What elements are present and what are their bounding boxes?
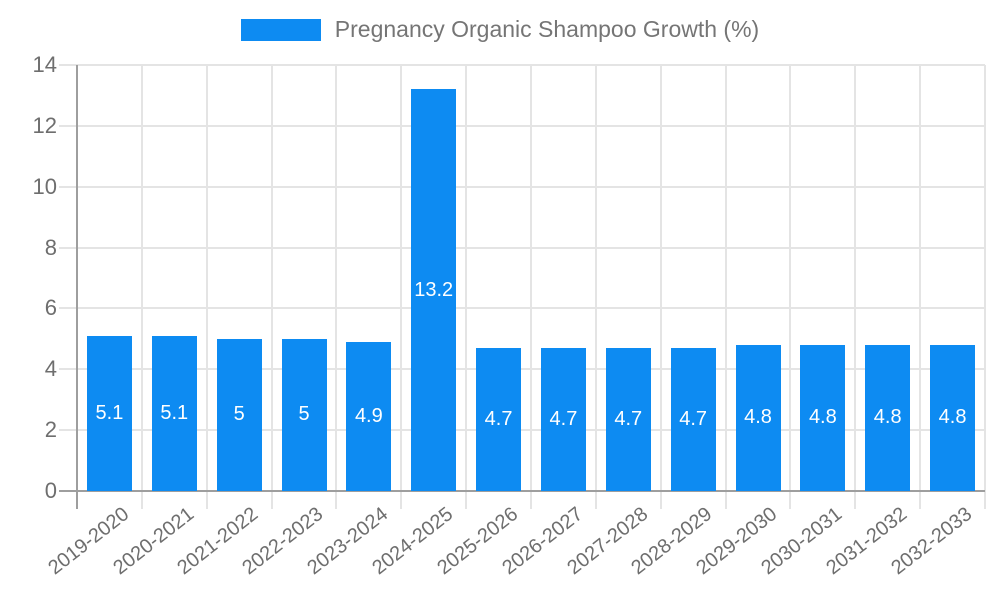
y-tick-label: 8 <box>44 234 57 260</box>
bar[interactable]: 4.8 <box>800 344 846 491</box>
bar-value-label: 4.8 <box>744 406 772 429</box>
legend-label: Pregnancy Organic Shampoo Growth (%) <box>334 16 760 42</box>
grid-line-vertical <box>789 65 792 509</box>
legend-swatch-icon <box>240 18 321 41</box>
bar[interactable]: 4.7 <box>476 347 522 491</box>
y-tick-label: 6 <box>44 295 57 321</box>
grid-line-vertical <box>335 65 338 509</box>
grid-line-vertical <box>984 65 986 509</box>
bar[interactable]: 4.8 <box>735 344 781 491</box>
bar-value-label: 4.7 <box>549 407 578 430</box>
bar[interactable]: 5.1 <box>151 335 197 491</box>
grid-line-horizontal <box>59 429 985 432</box>
y-tick-label: 2 <box>44 417 57 443</box>
grid-line-vertical <box>400 65 403 509</box>
bar-value-label: 4.9 <box>354 404 383 427</box>
bar[interactable]: 5.1 <box>86 335 132 491</box>
grid-line-vertical <box>205 65 208 509</box>
bar[interactable]: 4.7 <box>670 347 716 491</box>
grid-line-vertical <box>270 65 273 509</box>
bar-value-label: 4.8 <box>808 406 837 429</box>
y-tick-label: 4 <box>44 356 57 382</box>
bar-value-label: 4.7 <box>614 407 643 430</box>
bar[interactable]: 4.7 <box>540 347 586 491</box>
grid-line-vertical <box>465 65 468 509</box>
legend[interactable]: Pregnancy Organic Shampoo Growth (%) <box>0 16 1000 44</box>
grid-line-vertical <box>594 65 597 509</box>
bar-value-label: 13.2 <box>414 278 454 301</box>
grid-line-horizontal <box>59 64 985 66</box>
grid-line-vertical <box>724 65 727 509</box>
bar[interactable]: 4.8 <box>865 344 911 491</box>
grid-line-vertical <box>659 65 662 509</box>
y-tick-label: 10 <box>32 173 57 199</box>
grid-line-horizontal <box>59 185 985 188</box>
bar[interactable]: 13.2 <box>411 89 457 491</box>
grid-line-vertical <box>140 65 143 509</box>
y-tick-label: 0 <box>44 478 57 503</box>
bar[interactable]: 5 <box>216 338 262 491</box>
bar-value-label: 5 <box>233 403 245 426</box>
bar-value-label: 4.8 <box>873 406 902 429</box>
grid-line-vertical <box>854 65 857 509</box>
x-axis-line <box>59 490 985 492</box>
grid-line-horizontal <box>59 124 985 127</box>
grid-line-horizontal <box>59 368 985 371</box>
plot-area: 0 2 4 6 8 10 12 14 5.1 5.1 5 5 4.9 13.2 4.7 4.7 4.7 4.7 4.… <box>33 54 986 579</box>
bar-value-label: 5 <box>298 403 310 426</box>
bar[interactable]: 4.7 <box>605 347 651 491</box>
grid-line-vertical <box>530 65 532 509</box>
bar[interactable]: 4.8 <box>930 344 976 491</box>
bar-value-label: 4.7 <box>679 407 708 430</box>
bar[interactable]: 4.9 <box>346 341 392 491</box>
bar-value-label: 4.7 <box>484 407 513 430</box>
bar-value-label: 5.1 <box>95 401 124 424</box>
bar-value-label: 5.1 <box>160 401 189 424</box>
y-tick-label: 12 <box>32 112 57 138</box>
y-tick-label: 14 <box>32 52 57 77</box>
bar-value-label: 4.8 <box>938 406 967 429</box>
bar[interactable]: 5 <box>281 338 327 491</box>
grid-line-vertical <box>919 65 922 509</box>
grid-line-horizontal <box>59 246 985 249</box>
y-axis-line <box>76 65 78 509</box>
grid-line-horizontal <box>59 307 985 310</box>
